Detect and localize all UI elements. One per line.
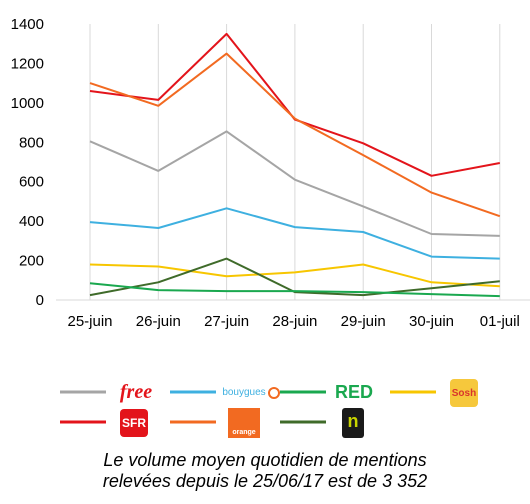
sfr-logo: SFR [122, 416, 146, 430]
legend-item-free: free [60, 381, 152, 403]
y-tick-label: 1000 [11, 95, 44, 112]
y-tick-label: 600 [19, 174, 44, 191]
y-tick-label: 800 [19, 134, 44, 151]
legend-item-bouygues: bouygues [170, 387, 280, 399]
line-chart: 0 200 400 600 800 1000 1200 1400 25-juin 26-juin… [11, 16, 530, 438]
sfr-logo-badge [120, 409, 148, 437]
x-tick-label: 26-juin [136, 313, 181, 330]
x-tick-label: 29-juin [341, 313, 386, 330]
series-lines [89, 32, 501, 298]
series-line-red [89, 282, 500, 298]
caption-line-2: relevées depuis le 25/06/17 est de 3 352 [102, 471, 428, 491]
legend-item-sosh: Sosh [390, 379, 478, 407]
y-tick-label: 1200 [11, 55, 44, 72]
nrj-logo: n [348, 411, 359, 431]
series-line-free [89, 130, 500, 237]
bouygues-logo-mark [268, 387, 280, 399]
red-logo: RED [335, 382, 373, 402]
legend-item-red: RED [280, 382, 373, 402]
series-line-sosh [89, 263, 500, 288]
x-tick-label: 25-juin [67, 313, 112, 330]
series-line-bouygues [89, 207, 500, 260]
y-tick-label: 200 [19, 253, 44, 270]
caption-line-1: Le volume moyen quotidien de mentions [103, 450, 427, 470]
x-tick-label: 01-juil [480, 313, 520, 330]
sosh-logo-badge [450, 379, 478, 407]
orange-logo: orange [232, 429, 255, 436]
x-tick-label: 27-juin [204, 313, 249, 330]
x-axis: 25-juin 26-juin 27-juin 28-juin 29-juin 30-ju… [67, 313, 519, 330]
series-line-orange [89, 52, 501, 218]
orange-logo-badge [228, 408, 260, 438]
y-tick-label: 400 [19, 213, 44, 230]
y-tick-label: 1400 [11, 16, 44, 33]
legend-item-sfr: SFR [60, 409, 148, 437]
caption: Le volume moyen quotidien de mentions re… [0, 450, 530, 492]
sosh-logo: Sosh [452, 388, 476, 399]
free-logo: free [120, 381, 152, 403]
legend-item-orange: orange [170, 408, 260, 438]
y-tick-label: 0 [36, 292, 44, 309]
grid-lines [56, 24, 530, 301]
legend-item-nrj: n [280, 408, 364, 438]
bouygues-logo: bouygues [222, 387, 265, 398]
x-tick-label: 30-juin [409, 313, 454, 330]
nrj-logo-badge [342, 408, 364, 438]
x-tick-label: 28-juin [272, 313, 317, 330]
y-axis: 0 200 400 600 800 1000 1200 1400 [11, 16, 44, 309]
legend: free bouygues RED Sosh SFR orange n [60, 379, 478, 438]
